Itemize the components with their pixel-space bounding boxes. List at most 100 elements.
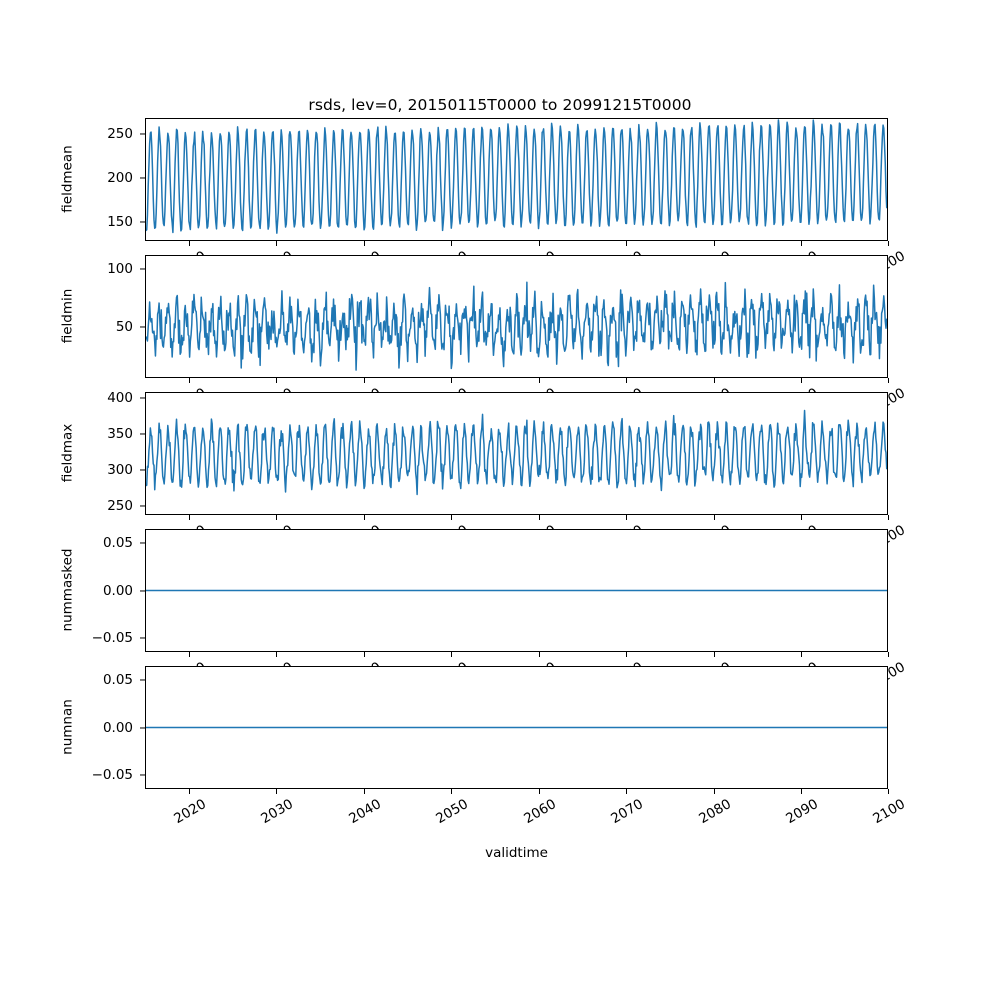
x-tick-mark [626, 378, 628, 383]
x-tick-mark [713, 515, 715, 520]
x-tick-label: 2060 [520, 796, 559, 828]
y-tick-mark [140, 397, 145, 399]
y-tick-mark [140, 268, 145, 270]
y-tick-mark [140, 133, 145, 135]
x-tick-mark [363, 378, 365, 383]
y-tick-label: −0.05 [91, 766, 133, 783]
y-tick-mark [140, 326, 145, 328]
y-tick-mark [140, 221, 145, 223]
y-ticks-fieldmin: 50 100 [5, 255, 145, 378]
x-tick-mark [626, 652, 628, 657]
x-tick-mark [538, 789, 540, 794]
x-tick-mark [363, 652, 365, 657]
x-tick-mark [276, 378, 278, 383]
y-tick-label: 50 [115, 318, 133, 335]
y-ticks-fieldmax: 250 300 350 400 [5, 389, 145, 515]
x-tick-mark [800, 515, 803, 520]
x-tick-mark [888, 652, 890, 657]
y-tick-label: 200 [107, 169, 133, 186]
panel-fieldmax: fieldmax25030035040020202030204020502060… [59, 390, 908, 553]
x-tick-mark [538, 378, 540, 383]
y-tick-mark [140, 505, 145, 507]
axes-frame-fieldmean[interactable] [145, 118, 888, 241]
x-tick-mark [276, 789, 278, 794]
x-tick-mark [800, 378, 803, 383]
x-tick-mark [188, 789, 190, 794]
x-tick-mark [363, 515, 365, 520]
y-tick-label: 250 [107, 498, 133, 515]
series-fieldmin [146, 256, 887, 377]
y-tick-label: 100 [107, 260, 133, 277]
x-tick-mark [538, 652, 540, 657]
axes-frame-fieldmax[interactable] [145, 392, 888, 515]
x-tick-mark [713, 789, 715, 794]
x-tick-mark [451, 652, 453, 657]
panel-numnan: numnan −0.05 0.00 0.05 2020 2030 2040 2050 2060 2… [59, 666, 908, 827]
y-tick-mark [140, 774, 145, 776]
x-tick-mark [888, 378, 890, 383]
series-numnan [146, 667, 887, 788]
axes-frame-numnan[interactable] [145, 666, 888, 789]
y-tick-mark [140, 433, 145, 435]
x-ticks-numnan: 2020 2030 2040 2050 2060 2070 2080 2090 2100 [145, 789, 908, 845]
y-tick-label: 400 [107, 389, 133, 406]
y-tick-label: 0.05 [102, 672, 133, 689]
x-tick-mark [800, 241, 803, 246]
y-tick-mark [140, 637, 145, 639]
x-tick-mark [626, 241, 628, 246]
x-tick-mark [713, 652, 715, 657]
x-tick-label: 2090 [783, 796, 821, 828]
series-fieldmax [146, 393, 887, 514]
y-tick-mark [140, 177, 145, 179]
y-tick-mark [140, 726, 145, 729]
x-tick-mark [888, 241, 890, 246]
x-tick-label: 2020 [170, 796, 209, 828]
x-tick-label: 2080 [695, 796, 734, 828]
x-tick-mark [538, 241, 540, 246]
x-tick-mark [188, 652, 190, 657]
x-tick-mark [800, 789, 803, 794]
x-tick-label: 2050 [433, 796, 472, 828]
panel-fieldmean: fieldmean1502002502020203020402050206020… [59, 118, 908, 279]
x-tick-mark [276, 515, 278, 520]
x-tick-mark [451, 789, 453, 794]
x-tick-label: 2030 [258, 796, 297, 828]
series-fieldmean [146, 119, 887, 240]
y-tick-label: 0.00 [102, 582, 133, 599]
x-tick-mark [800, 652, 803, 657]
x-tick-mark [538, 515, 540, 520]
axes-frame-fieldmin[interactable] [145, 255, 888, 378]
y-tick-label: −0.05 [91, 629, 133, 646]
x-tick-mark [276, 652, 278, 657]
y-tick-mark [140, 542, 145, 544]
y-tick-label: 0.05 [102, 535, 133, 552]
x-tick-label: 2100 [870, 796, 909, 828]
x-tick-mark [276, 241, 278, 246]
panel-nummasked: nummasked−0.050.000.05202020302040205020… [59, 529, 908, 690]
x-tick-mark [451, 378, 453, 383]
y-ticks-fieldmean: 150 200 250 [5, 118, 145, 241]
y-tick-label: 0.00 [102, 719, 133, 736]
x-tick-mark [451, 241, 453, 246]
y-tick-mark [140, 679, 145, 681]
y-tick-label: 350 [107, 425, 133, 442]
x-tick-mark [188, 515, 190, 520]
series-nummasked [146, 530, 887, 651]
x-tick-mark [451, 515, 453, 520]
x-tick-mark [188, 378, 190, 383]
y-tick-label: 250 [107, 125, 133, 142]
y-tick-mark [140, 589, 145, 592]
x-tick-mark [188, 241, 190, 246]
y-ticks-numnan: −0.05 0.00 0.05 [5, 666, 145, 789]
x-tick-mark [713, 241, 715, 246]
x-tick-label: 2040 [345, 796, 384, 828]
figure-title: rsds, lev=0, 20150115T0000 to 20991215T0… [308, 96, 692, 114]
y-tick-label: 150 [107, 213, 133, 230]
x-tick-mark [713, 378, 715, 383]
axes-frame-nummasked[interactable] [145, 529, 888, 652]
y-tick-label: 300 [107, 462, 133, 479]
